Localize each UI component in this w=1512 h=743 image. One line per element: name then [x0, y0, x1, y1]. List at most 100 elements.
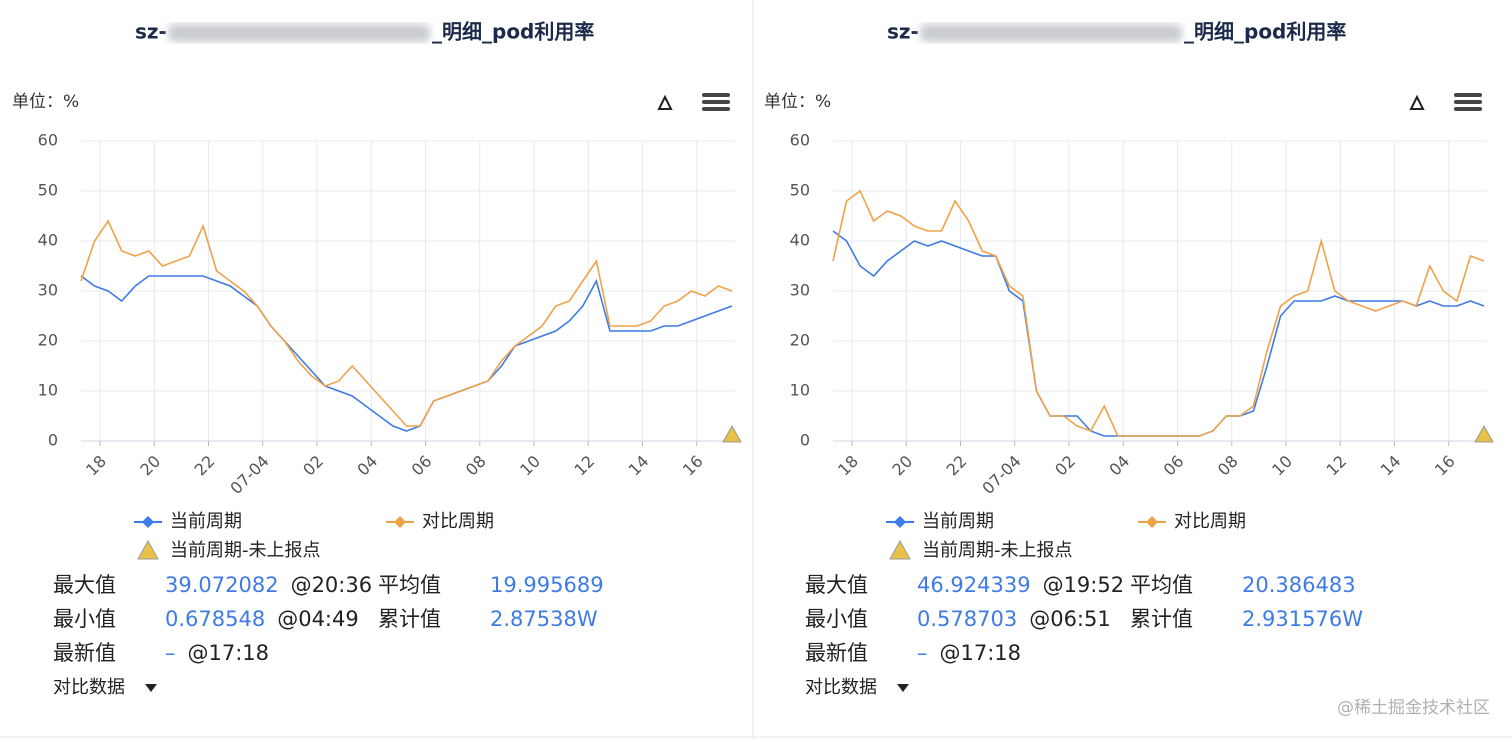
legend-symbol — [894, 516, 906, 528]
stat-time: @20:36 — [291, 573, 373, 597]
legend-label: 对比周期 — [1174, 511, 1246, 532]
stat-value: 2.87538W — [490, 607, 598, 631]
y-tick-label: 30 — [38, 281, 58, 300]
stat-label: 累计值 — [1130, 607, 1193, 631]
x-tick-label: 12 — [1322, 452, 1350, 480]
x-tick-label: 22 — [943, 452, 971, 480]
x-tick-label: 20 — [136, 452, 164, 480]
y-tick-label: 10 — [790, 381, 810, 400]
unit-label: 单位：% — [12, 92, 79, 112]
stat-value: 0.678548 — [165, 607, 265, 631]
x-tick-label: 16 — [679, 452, 707, 480]
stat-value: – — [165, 641, 176, 665]
menu-icon — [1454, 107, 1482, 111]
stat-value: 46.924339 — [917, 573, 1031, 597]
legend-label: 对比周期 — [422, 511, 494, 532]
unit-label: 单位：% — [764, 92, 831, 112]
chart-title-suffix: _明细_pod利用率 — [432, 20, 594, 44]
stat-time: @17:18 — [940, 641, 1022, 665]
x-tick-label: 10 — [1268, 452, 1296, 480]
y-tick-label: 30 — [790, 281, 810, 300]
x-tick-label: 06 — [1160, 452, 1188, 480]
x-tick-label: 16 — [1431, 452, 1459, 480]
y-tick-label: 20 — [38, 331, 58, 350]
share-icon — [657, 94, 673, 110]
stat-time: @04:49 — [277, 607, 359, 631]
y-tick-label: 40 — [790, 231, 810, 250]
legend-symbol — [142, 516, 154, 528]
x-tick-label: 20 — [888, 452, 916, 480]
missing-point — [1474, 424, 1494, 443]
x-tick-label: 10 — [516, 452, 544, 480]
y-tick-label: 0 — [48, 431, 58, 450]
stat-time: @19:52 — [1043, 573, 1125, 597]
x-tick-label: 14 — [625, 452, 653, 480]
x-tick-label: 04 — [1105, 452, 1133, 480]
legend-symbol — [889, 539, 911, 560]
stat-value: – — [917, 641, 928, 665]
x-tick-label: 04 — [353, 452, 381, 480]
watermark: @稀土掘金技术社区 — [1337, 698, 1490, 718]
y-tick-label: 50 — [38, 181, 58, 200]
stat-value: 20.386483 — [1242, 573, 1356, 597]
stat-value: 0.578703 — [917, 607, 1017, 631]
x-tick-label: 12 — [570, 452, 598, 480]
missing-point — [722, 424, 742, 443]
y-tick-label: 60 — [38, 131, 58, 150]
stat-label: 最新值 — [805, 641, 868, 665]
menu-icon — [1454, 93, 1482, 97]
legend-label: 当前周期 — [922, 511, 994, 532]
x-tick-label: 22 — [191, 452, 219, 480]
y-tick-label: 20 — [790, 331, 810, 350]
stat-label: 最小值 — [805, 607, 868, 631]
stat-time: @06:51 — [1029, 607, 1111, 631]
legend-label: 当前周期-未上报点 — [170, 540, 321, 561]
chart-title-suffix: _明细_pod利用率 — [1184, 20, 1346, 44]
stat-time: @17:18 — [188, 641, 270, 665]
series-line — [832, 189, 1485, 437]
x-tick-label: 07-04 — [978, 452, 1024, 498]
dropdown-arrow — [897, 684, 909, 692]
legend-label: 当前周期-未上报点 — [922, 540, 1073, 561]
y-tick-label: 10 — [38, 381, 58, 400]
legend-symbol — [394, 516, 406, 528]
x-tick-label: 08 — [1214, 452, 1242, 480]
stat-label: 最新值 — [53, 641, 116, 665]
y-tick-label: 50 — [790, 181, 810, 200]
x-tick-label: 14 — [1377, 452, 1405, 480]
stat-label: 平均值 — [378, 573, 441, 597]
legend-label: 当前周期 — [170, 511, 242, 532]
stat-value: 19.995689 — [490, 573, 604, 597]
stat-value: 39.072082 — [165, 573, 279, 597]
menu-icon — [702, 107, 730, 111]
x-tick-label: 02 — [299, 452, 327, 480]
menu-icon — [1454, 100, 1482, 104]
y-tick-label: 60 — [790, 131, 810, 150]
y-tick-label: 40 — [38, 231, 58, 250]
stat-label: 最小值 — [53, 607, 116, 631]
stat-label: 累计值 — [378, 607, 441, 631]
x-tick-label: 18 — [834, 452, 862, 480]
series-line — [832, 230, 1485, 437]
stat-label: 最大值 — [53, 573, 116, 597]
stat-label: 平均值 — [1130, 573, 1193, 597]
x-tick-label: 08 — [462, 452, 490, 480]
x-tick-label: 06 — [408, 452, 436, 480]
blurred-title — [920, 24, 1182, 42]
chart-title-prefix: sz- — [887, 20, 919, 44]
menu-icon — [702, 93, 730, 97]
dropdown-arrow — [145, 684, 157, 692]
x-tick-label: 02 — [1051, 452, 1079, 480]
compare-toggle[interactable]: 对比数据 — [53, 677, 125, 698]
x-tick-label: 07-04 — [226, 452, 272, 498]
menu-icon — [702, 100, 730, 104]
stat-value: 2.931576W — [1242, 607, 1363, 631]
chart-title-prefix: sz- — [135, 20, 167, 44]
blurred-title — [168, 24, 430, 42]
legend-symbol — [1146, 516, 1158, 528]
compare-toggle[interactable]: 对比数据 — [805, 677, 877, 698]
series-line — [80, 275, 733, 432]
